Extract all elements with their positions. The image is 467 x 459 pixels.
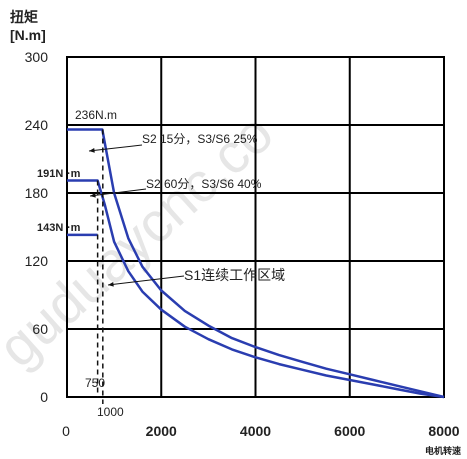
annotation-143: 143N (37, 222, 63, 234)
annotation-191: 191N (37, 168, 63, 180)
y-tick-label: 120 (25, 253, 49, 269)
callout-arrows (88, 144, 185, 287)
y-tick-label: 180 (25, 185, 49, 201)
label-s2-60: S2 60分，S3/S6 40% (146, 177, 262, 191)
y-axis-title-line2: [N.m] (10, 27, 46, 43)
label-750: 750 (85, 376, 105, 390)
y-tick-label: 300 (25, 49, 49, 65)
x-tick-label: 2000 (146, 423, 177, 439)
x-axis-title: 电机转速 (425, 445, 461, 456)
y-tick-label: 60 (32, 321, 48, 337)
y-axis-title-line1: 扭矩 (10, 9, 38, 25)
x-tick-label: 8000 (428, 423, 459, 439)
plot-grid (66, 56, 445, 398)
arrow-s2-60-head (90, 192, 96, 198)
reference-lines (96, 129, 104, 404)
y-tick-label: 0 (40, 389, 48, 405)
arrow-s2-15 (88, 144, 143, 152)
series-line-1 (67, 128, 445, 399)
annotation-143-unit: ·m (67, 222, 81, 234)
series-group (67, 128, 445, 399)
labels: 扭矩 [N.m] 电机转速 236N.m 191N ·m 143N ·m S2 … (10, 9, 461, 456)
annotation-236: 236N.m (75, 108, 117, 122)
x-tick-label: 6000 (334, 423, 365, 439)
x-tick-label: 4000 (240, 423, 271, 439)
plot-frame (66, 56, 445, 398)
x-tick-label: 0 (62, 423, 70, 439)
arrow-s2-15-head (89, 148, 95, 153)
arrow-s1 (107, 275, 185, 286)
arrow-s1-head (108, 282, 114, 287)
arrow-s2-60 (89, 188, 147, 197)
y-tick-label: 240 (25, 117, 49, 133)
annotation-191-unit: ·m (67, 168, 81, 180)
series-line-2 (67, 179, 445, 399)
label-s2-15: S2 15分，S3/S6 25% (142, 132, 258, 146)
label-1000: 1000 (97, 405, 124, 419)
label-s1: S1连续工作区域 (184, 267, 285, 283)
